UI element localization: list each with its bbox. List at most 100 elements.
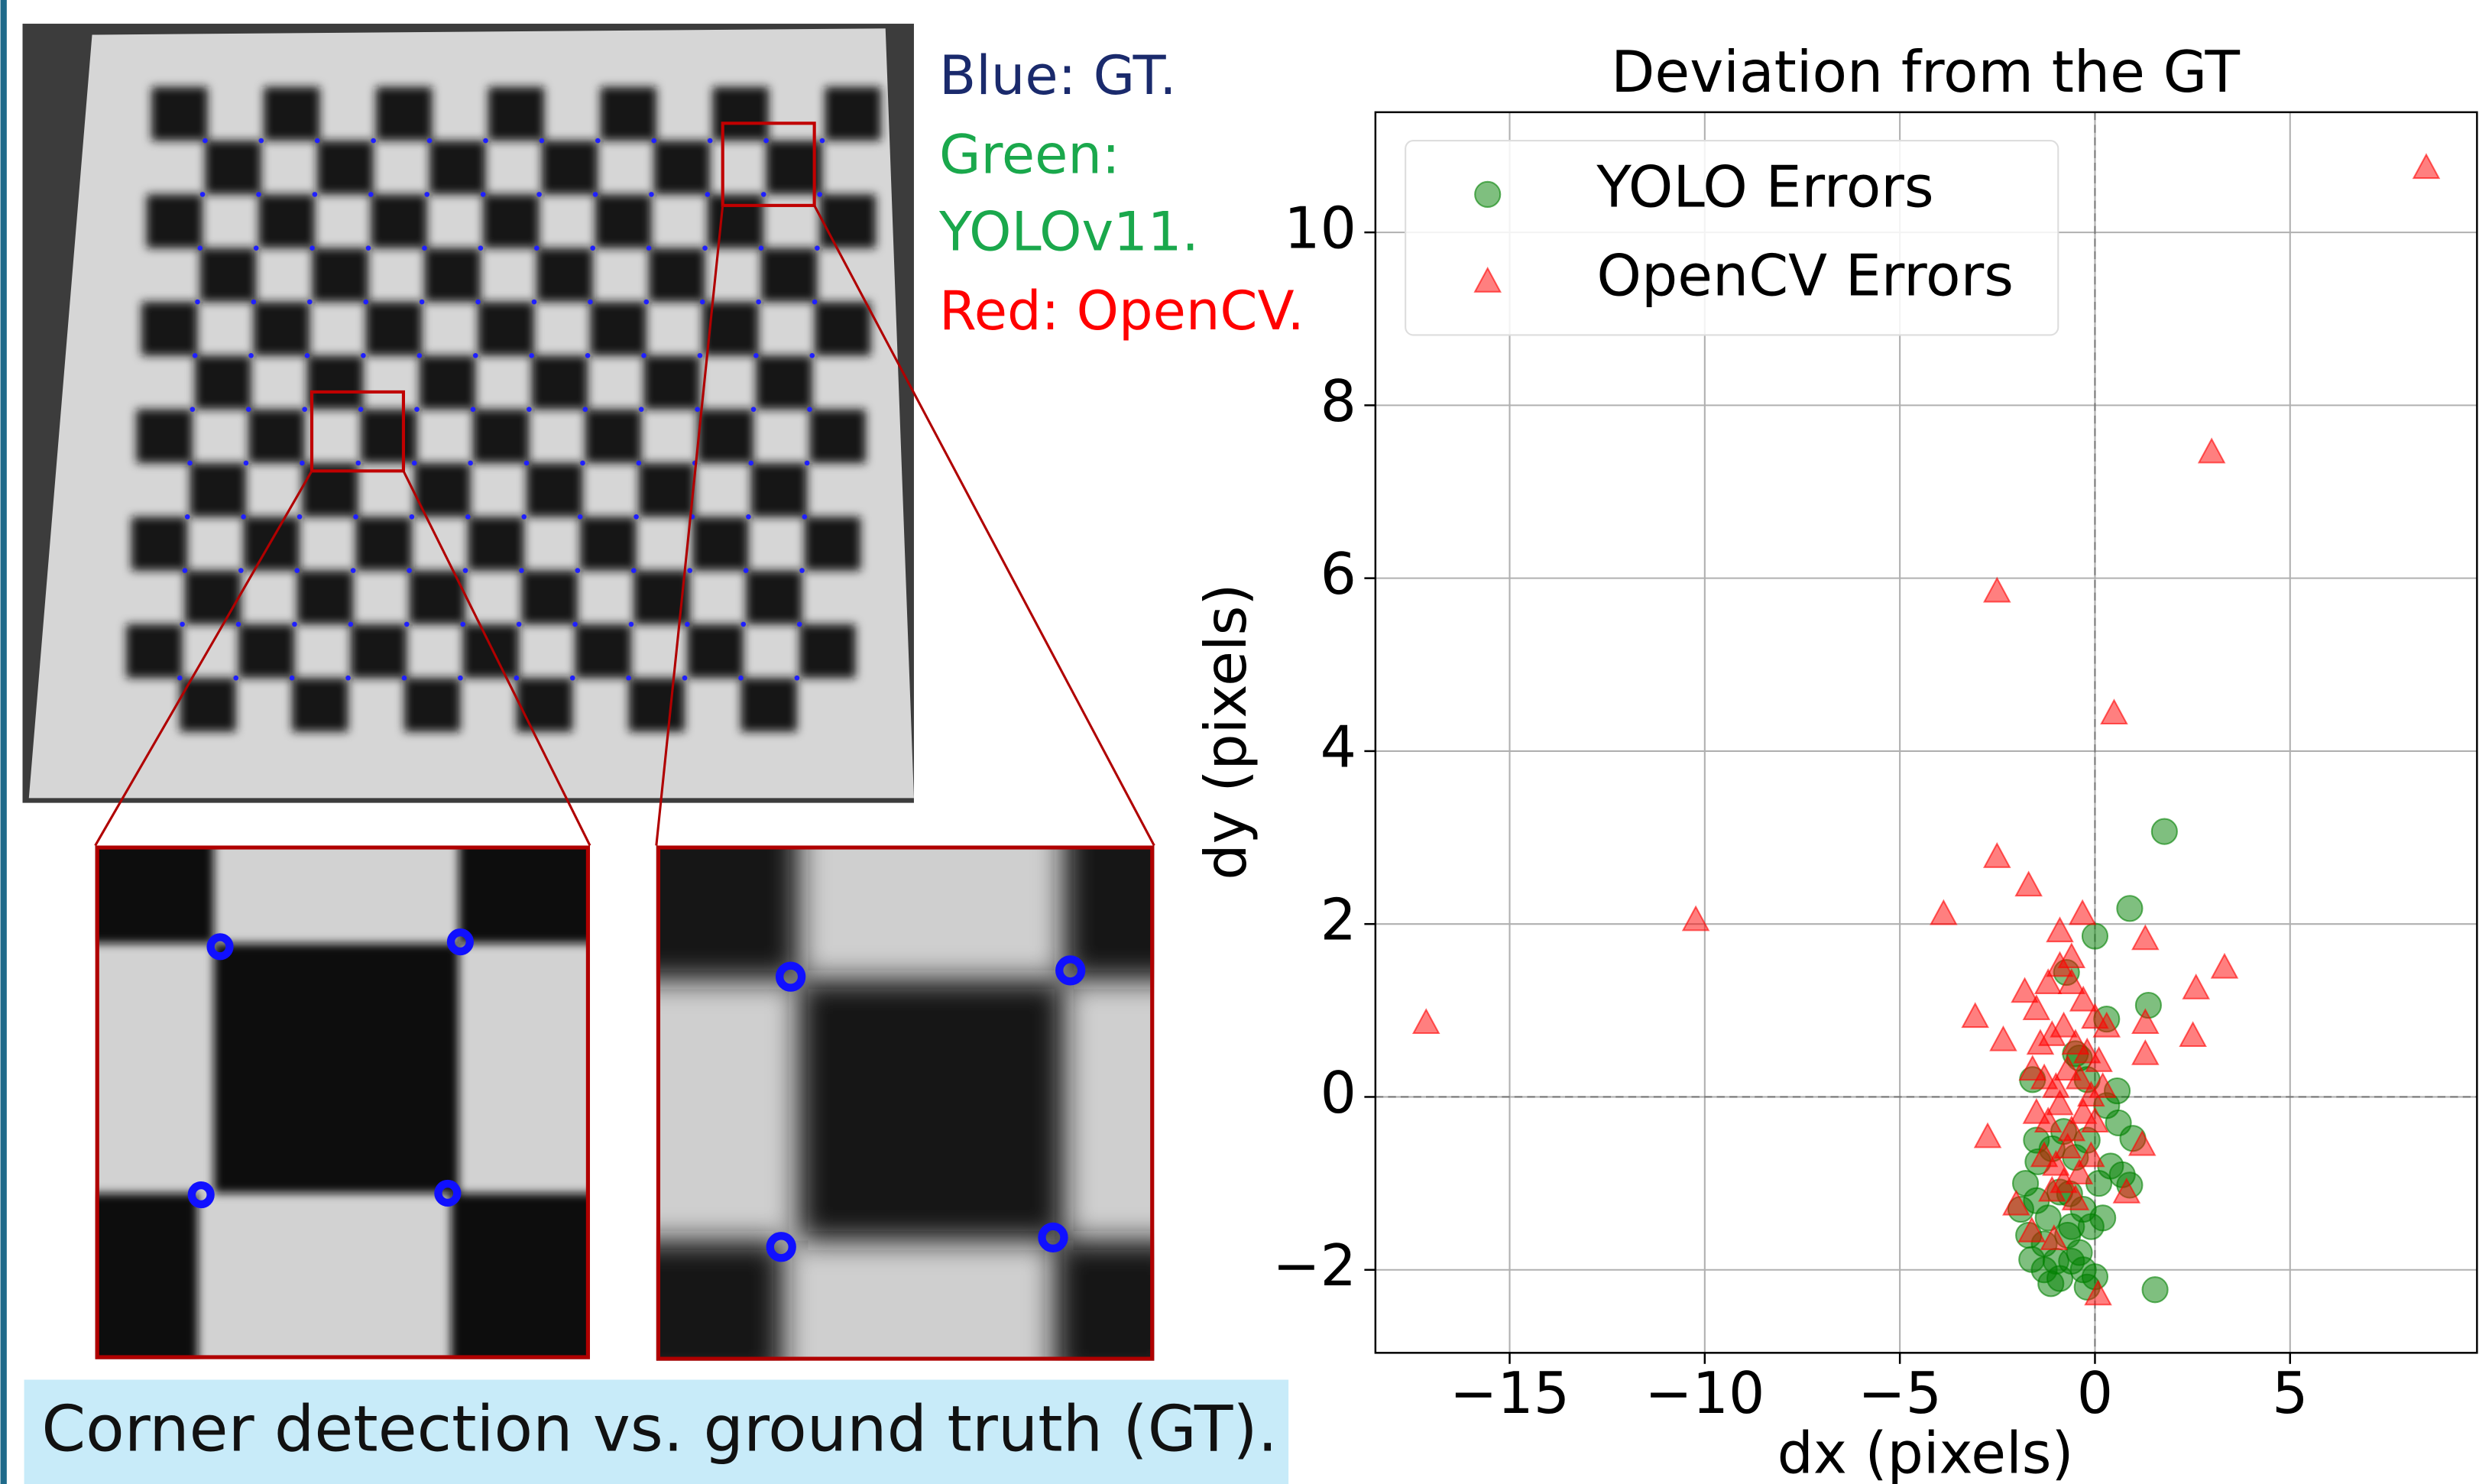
board-square — [366, 302, 422, 355]
board-square — [292, 678, 348, 731]
gt-dot — [705, 192, 711, 197]
circle-marker — [2117, 896, 2142, 921]
gt-dot — [585, 353, 591, 358]
triangle-marker — [1962, 1003, 1988, 1027]
gt-dot — [595, 138, 601, 144]
board-square — [595, 194, 651, 248]
board-square — [351, 624, 407, 678]
board-square — [488, 87, 544, 141]
board-square — [190, 463, 246, 517]
y-tick-label: 4 — [1321, 714, 1356, 780]
gt-dot — [687, 568, 692, 573]
x-tick-label: −10 — [1645, 1360, 1764, 1427]
gt-dot — [422, 245, 427, 251]
board-square — [195, 355, 251, 409]
board-square — [740, 678, 796, 731]
triangle-marker — [2180, 1022, 2205, 1046]
gt-dot — [460, 622, 465, 627]
gt-dot — [529, 353, 534, 358]
gt-dot — [315, 138, 320, 144]
circle-marker — [2090, 1205, 2115, 1230]
gt-dot — [590, 245, 595, 251]
board-square — [429, 141, 485, 194]
board-square — [185, 571, 241, 624]
board-square — [463, 624, 519, 678]
board-square — [751, 463, 807, 517]
board-square — [136, 410, 192, 463]
triangle-marker — [2413, 154, 2438, 178]
gt-dot — [805, 461, 810, 466]
legend-label: OpenCV Errors — [1596, 243, 2014, 309]
board-square — [590, 302, 646, 355]
caption: Corner detection vs. ground truth (GT). — [41, 1392, 1278, 1466]
gt-dot — [527, 407, 532, 412]
y-tick-label: 0 — [1321, 1060, 1356, 1126]
gt-dot — [475, 300, 481, 305]
triangle-marker — [1985, 844, 2010, 867]
gt-dot — [309, 245, 315, 251]
page: Blue: GT. Green: YOLOv11. Red: OpenCV. C… — [0, 0, 2479, 1484]
gt-dot — [521, 514, 527, 520]
gt-dot — [248, 353, 254, 358]
board-square — [355, 517, 411, 570]
gt-dot — [427, 138, 433, 144]
gt-dot — [540, 138, 545, 144]
board-square — [420, 355, 475, 409]
board-square — [746, 571, 802, 624]
figure: Blue: GT. Green: YOLOv11. Red: OpenCV. C… — [0, 0, 2479, 1484]
board-square — [313, 248, 368, 302]
legend-label: YOLO Errors — [1596, 154, 1933, 221]
gt-dot — [458, 676, 463, 681]
gt-dot — [410, 514, 415, 520]
gt-dot — [820, 138, 825, 144]
gt-dot — [197, 245, 203, 251]
x-tick-label: −5 — [1858, 1360, 1942, 1427]
gt-dot — [799, 568, 805, 573]
gt-dot — [641, 353, 646, 358]
circle-marker — [2152, 819, 2177, 844]
circle-marker — [2110, 1162, 2135, 1188]
gt-dot — [358, 407, 364, 412]
board-square — [248, 410, 304, 463]
square — [624, 814, 798, 980]
gt-dot — [185, 514, 190, 520]
triangle-marker — [2070, 901, 2095, 925]
board-square — [805, 517, 860, 570]
gt-dot — [695, 407, 700, 412]
triangle-marker — [2051, 1013, 2076, 1037]
gt-dot — [751, 407, 757, 412]
gt-dot — [351, 568, 356, 573]
x-axis-label: dx (pixels) — [1777, 1420, 2074, 1484]
gt-dot — [532, 300, 537, 305]
gt-dot — [407, 568, 412, 573]
board-square — [205, 141, 261, 194]
gt-dot — [471, 407, 476, 412]
gt-dot — [815, 245, 820, 251]
gt-dot — [524, 461, 530, 466]
board-square — [687, 624, 743, 678]
gt-dot — [292, 622, 297, 627]
triangle-marker — [2047, 918, 2072, 941]
gt-dot — [297, 514, 303, 520]
board-square — [542, 141, 598, 194]
x-tick-label: 0 — [2077, 1360, 2113, 1427]
gt-dot — [414, 407, 420, 412]
triangle-marker — [2133, 926, 2158, 950]
board-square — [756, 355, 812, 409]
gt-dot — [761, 192, 766, 197]
board-square — [259, 194, 315, 248]
gt-dot — [203, 138, 208, 144]
y-tick-label: 6 — [1321, 541, 1356, 608]
gt-dot — [748, 461, 753, 466]
gt-dot — [478, 245, 484, 251]
checkerboard-photo — [23, 24, 914, 803]
board-square — [404, 678, 460, 731]
board-square — [654, 141, 710, 194]
board-square — [799, 624, 855, 678]
y-tick-label: −2 — [1272, 1233, 1356, 1299]
gt-dot — [651, 138, 656, 144]
gt-dot — [644, 300, 650, 305]
gt-dot — [534, 245, 540, 251]
board-square — [815, 302, 870, 355]
gt-dot — [305, 353, 310, 358]
